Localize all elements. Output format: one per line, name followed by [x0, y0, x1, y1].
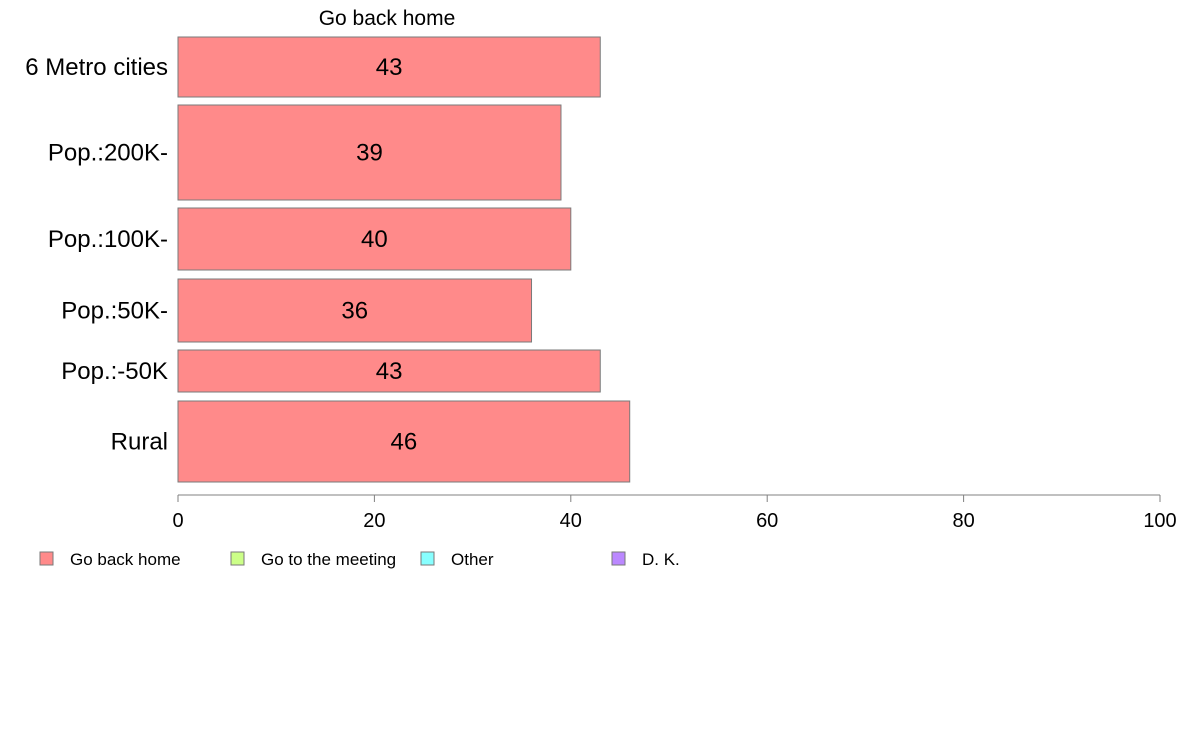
category-label-3: Pop.:50K- [61, 298, 168, 325]
legend: Go back home Go to the meeting Other D. K. [39, 550, 680, 569]
bar-3-series-0 [177, 278, 533, 343]
data-label-4-series-0: 43 [376, 358, 403, 385]
x-tick-label-2: 40 [560, 510, 582, 532]
data-label-2-series-0: 40 [361, 226, 388, 253]
bar-4-series-0 [177, 349, 601, 393]
x-tick-label-5: 100 [1143, 510, 1176, 532]
x-tick-label-1: 20 [363, 510, 385, 532]
legend-label-1: Go to the meeting [261, 550, 396, 569]
legend-label-3: D. K. [642, 550, 680, 569]
data-label-0-series-0: 43 [376, 54, 403, 81]
x-tick-label-3: 60 [756, 510, 778, 532]
data-label-1-series-0: 39 [356, 140, 383, 167]
legend-swatch-2 [420, 551, 435, 566]
category-label-4: Pop.:-50K [61, 358, 168, 385]
data-label-5-series-0: 46 [391, 429, 418, 456]
category-label-2: Pop.:100K- [48, 226, 168, 253]
category-labels: 6 Metro cities Pop.:200K- Pop.:100K- Pop.:5… [25, 54, 168, 456]
legend-label-0: Go back home [70, 550, 181, 569]
bar-0-series-0 [177, 36, 601, 98]
bar-1-series-0 [177, 104, 562, 201]
x-tick-label-4: 80 [952, 510, 974, 532]
chart-title: Go back home [319, 7, 456, 30]
data-label-3-series-0: 36 [341, 298, 368, 325]
legend-swatch-0 [39, 551, 54, 566]
legend-swatch-3 [611, 551, 626, 566]
bars-layer: 43 39 40 36 43 46 [177, 36, 631, 483]
category-label-0: 6 Metro cities [25, 54, 168, 81]
legend-label-2: Other [451, 550, 494, 569]
category-label-1: Pop.:200K- [48, 140, 168, 167]
category-label-5: Rural [111, 429, 168, 456]
legend-swatch-1 [230, 551, 245, 566]
x-axis: 0 20 40 60 80 100 [172, 494, 1177, 532]
bar-5-series-0 [177, 400, 631, 483]
x-tick-label-0: 0 [172, 510, 183, 532]
bar-2-series-0 [177, 207, 572, 271]
